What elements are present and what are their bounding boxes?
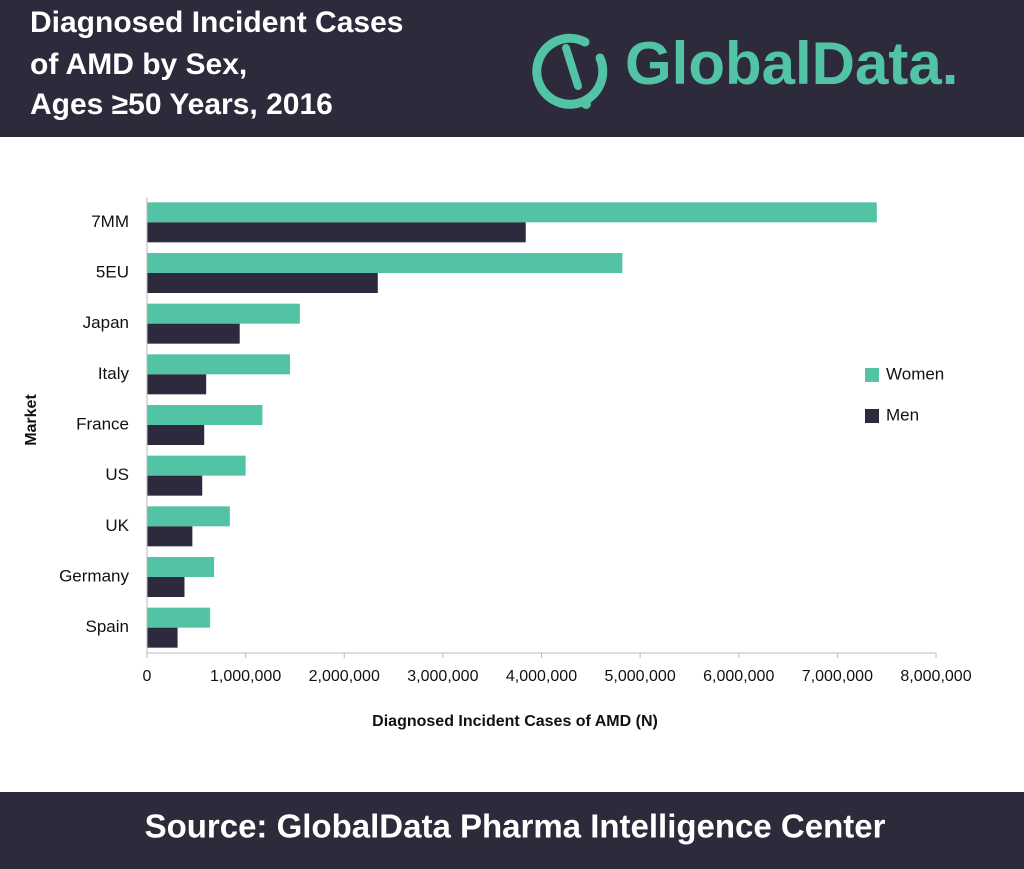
x-tick-label: 8,000,000 (900, 668, 971, 685)
bar (147, 273, 378, 293)
bar (147, 425, 205, 445)
legend-swatch (865, 409, 879, 423)
legend-label: Women (886, 364, 944, 383)
x-axis-label: Diagnosed Incident Cases of AMD (N) (372, 713, 658, 730)
bar (147, 222, 526, 243)
bar (147, 323, 240, 344)
x-tick-label: 7,000,000 (802, 668, 873, 685)
y-axis-label: Market (23, 394, 40, 446)
legend-swatch (865, 368, 879, 382)
footer (0, 792, 1024, 869)
bar (147, 506, 230, 527)
logo-icon (532, 33, 608, 109)
x-tick-label: 5,000,000 (605, 668, 676, 685)
source: Source: GlobalData Pharma Intelligence C… (145, 808, 886, 845)
y-tick-label: Germany (59, 566, 129, 585)
chart-title: Ages ≥50 Years, 2016 (30, 88, 333, 121)
bar (147, 607, 211, 628)
x-tick-label: 0 (143, 668, 152, 685)
y-tick-label: 7MM (91, 212, 129, 231)
y-tick-label: Japan (83, 313, 129, 332)
chart-title: Diagnosed Incident Cases (30, 6, 403, 39)
y-tick-label: Italy (98, 364, 130, 383)
header (0, 0, 1024, 137)
bar (147, 354, 291, 375)
bar (147, 405, 263, 425)
y-tick-label: US (105, 465, 129, 484)
bar (147, 253, 623, 273)
bar (147, 303, 300, 324)
y-tick-label: 5EU (96, 262, 129, 281)
logo-text: GlobalData. (625, 30, 958, 97)
x-tick-label: 6,000,000 (703, 668, 774, 685)
bar (147, 627, 178, 648)
y-tick-label: Spain (86, 617, 129, 636)
x-tick-label: 2,000,000 (309, 668, 380, 685)
bar (147, 526, 193, 547)
bar (147, 475, 203, 496)
bar (147, 577, 185, 597)
x-tick-label: 1,000,000 (210, 668, 281, 685)
legend-label: Men (886, 405, 919, 424)
y-tick-label: UK (105, 516, 129, 535)
y-tick-label: France (76, 414, 129, 433)
x-tick-label: 3,000,000 (407, 668, 478, 685)
bar (147, 374, 207, 395)
bar (147, 557, 215, 577)
x-tick-label: 4,000,000 (506, 668, 577, 685)
chart-title: of AMD by Sex, (30, 48, 247, 81)
bar (147, 455, 246, 476)
bar (147, 202, 877, 223)
